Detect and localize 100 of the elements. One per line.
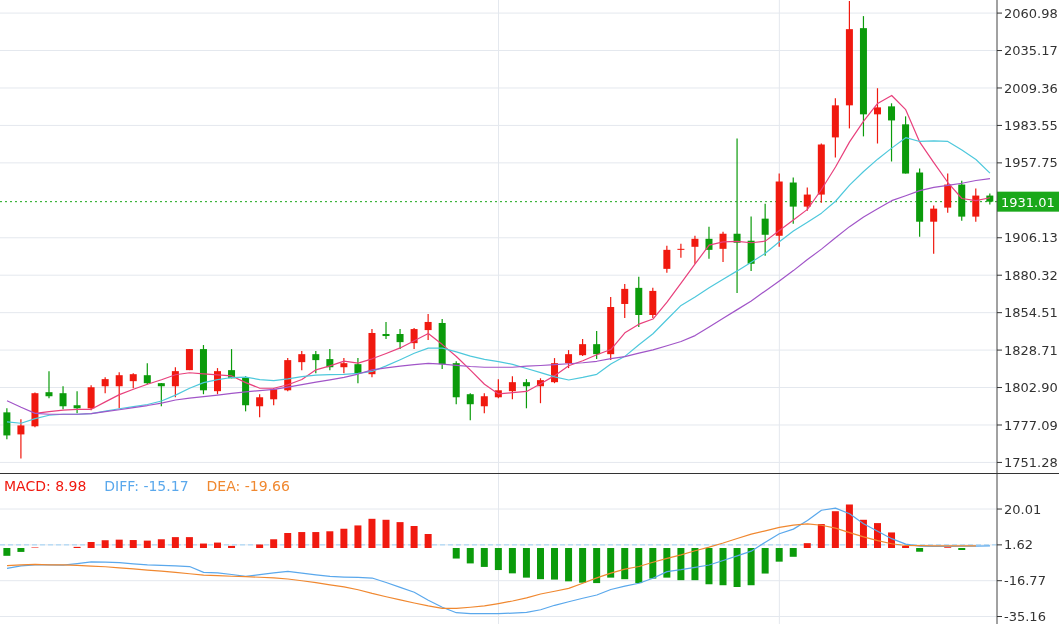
candlestick [73,390,81,414]
candlestick [157,382,165,407]
y-tick-label: 1983.55 [1004,118,1058,134]
candlestick [873,87,881,145]
bar [157,539,165,549]
bar [115,539,123,549]
candlestick [593,330,601,360]
candlestick [944,172,952,214]
bar [649,548,657,579]
candlestick [87,384,95,411]
bar [143,540,151,549]
candlestick [803,187,811,212]
candlestick [45,370,53,399]
y-tick-label: 2035.17 [1004,43,1058,59]
bar [199,543,207,549]
candlestick [171,366,179,398]
bar [916,548,924,552]
y-tick-label: 1802.90 [1004,380,1058,396]
bar [494,548,502,571]
bar [424,534,432,549]
bar [340,528,348,549]
candlestick [719,231,727,263]
candlestick [354,357,362,384]
bar [607,548,615,578]
bar [817,524,825,549]
bar [270,539,278,549]
candlestick [888,102,896,163]
candlestick [256,393,264,418]
y-tick-label: 20.01 [1004,501,1042,517]
bar [902,545,910,549]
line-series [6,523,977,610]
bar [171,537,179,549]
bar [284,533,292,549]
y-tick-label: 1906.13 [1004,230,1058,246]
bar [719,548,727,586]
candlestick [663,245,671,274]
bar [298,532,306,549]
bar [312,532,320,549]
candlestick [298,350,306,371]
bar [663,548,671,578]
candlestick [508,375,516,400]
ref-line-label: 1931.01 [1001,194,1055,210]
bar [845,504,853,549]
text: MACD: 8.98 [4,478,87,494]
y-tick-label: 1880.32 [1004,267,1058,283]
candlestick [691,235,699,265]
bar [129,540,137,549]
candlestick [972,188,980,223]
bar [396,522,404,549]
bar [677,548,685,581]
bar [621,548,629,580]
bar [536,548,544,580]
bar [705,548,713,585]
bar [382,519,390,549]
bar [87,541,95,549]
bar [214,542,221,549]
line-series [6,507,991,615]
bar [775,548,783,562]
candlestick [17,418,25,460]
y-tick-label: 1.62 [1004,537,1033,553]
candlestick [480,392,488,414]
y-tick-label: -35.16 [1004,609,1046,625]
candlestick [312,350,320,374]
y-tick-label: 1751.28 [1004,455,1058,471]
bar [761,548,769,574]
bar [368,518,376,549]
bar [803,543,811,549]
bar [466,548,474,564]
candlestick [340,357,348,374]
bar [789,548,797,557]
bar [326,531,334,549]
bar [410,526,418,549]
bar [185,537,193,549]
bar [17,548,25,552]
bar [508,548,516,574]
y-tick-label: 1777.09 [1004,417,1058,433]
bar [733,548,741,587]
bar [480,548,488,567]
bar [228,545,236,549]
candlestick [621,283,629,319]
y-tick-label: 2060.98 [1004,5,1058,21]
bar [831,511,839,549]
candlestick [424,313,432,341]
bar [522,548,530,578]
y-tick-label: 1854.51 [1004,305,1058,321]
candlestick [930,205,938,255]
candlestick [382,321,390,340]
candlestick [115,371,123,409]
bar [593,548,601,584]
y-tick-label: -16.77 [1004,573,1046,589]
bar [452,548,460,559]
candlestick [677,243,685,259]
bar [3,548,11,556]
text: DEA: -19.66 [206,478,290,494]
bar [579,548,587,583]
y-tick-label: 1957.75 [1004,155,1058,171]
candlestick [3,407,11,440]
bar [635,548,643,584]
candlestick [59,385,67,410]
bar [565,548,573,582]
